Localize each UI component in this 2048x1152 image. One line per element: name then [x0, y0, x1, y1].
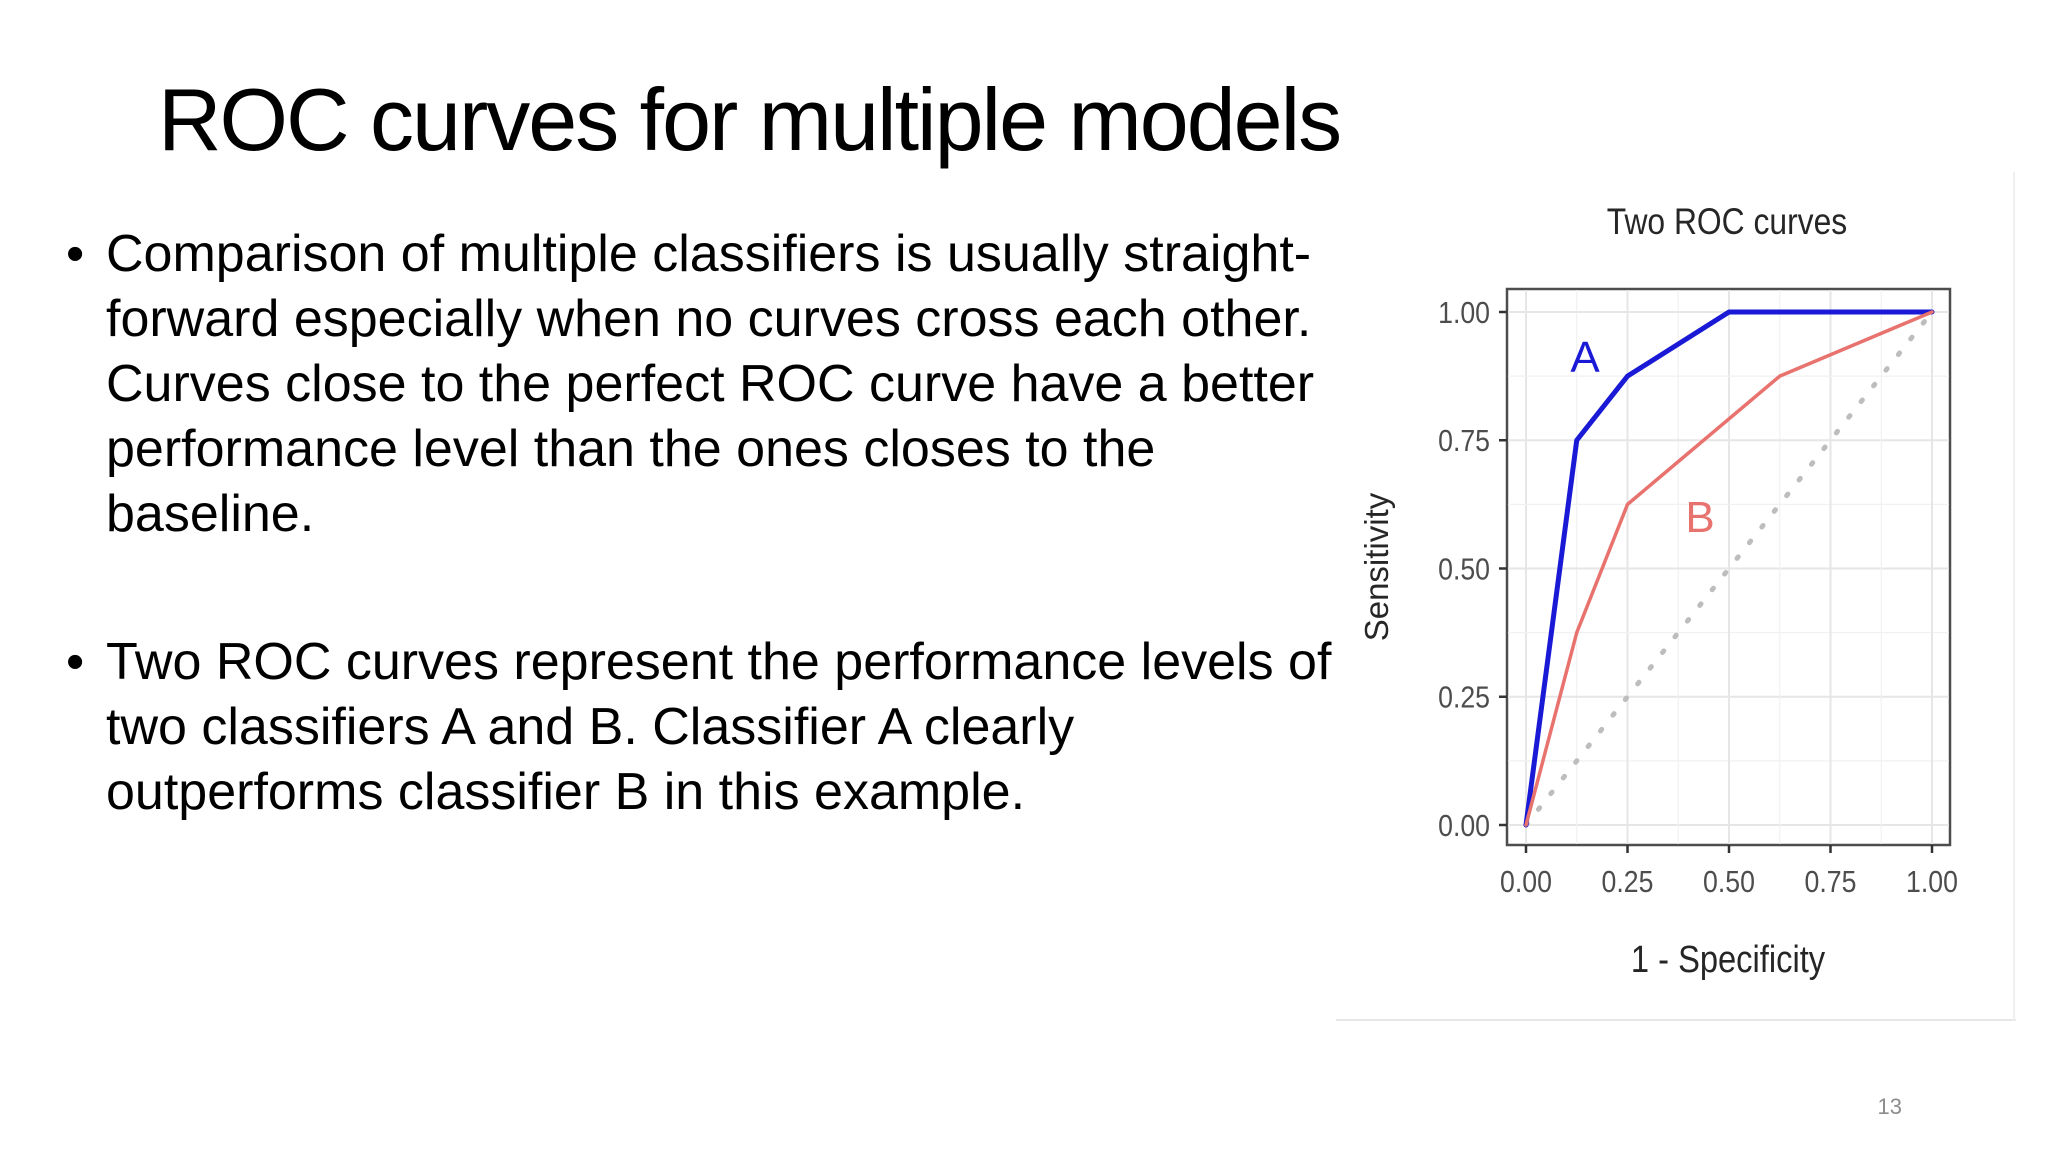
y-tick-label: 0.50: [1438, 553, 1490, 587]
series-label-a: A: [1570, 333, 1600, 382]
figure-border-bottom: [1336, 1019, 2016, 1021]
chart-title: Two ROC curves: [1607, 202, 1847, 243]
y-tick-label: 0.75: [1438, 424, 1490, 458]
series-line-b: [1524, 310, 1934, 827]
axis-ticks: 0.00 0.25 0.50 0.75 1.00 0.00 0.25 0.50 0.75 1.00: [1438, 296, 1958, 899]
bullet-item-comparison: Comparison of multiple classifiers is us…: [64, 222, 1334, 547]
roc-chart-figure: Two ROC curves 0.00 0.25 0.50 0.75 1.00 0.00 0…: [1336, 172, 2016, 1020]
slide-title: ROC curves for multiple models: [158, 70, 1342, 169]
x-tick-label: 0.25: [1602, 865, 1654, 899]
bullet-list: Comparison of multiple classifiers is us…: [64, 222, 1334, 825]
x-tick-label: 1.00: [1906, 865, 1958, 899]
x-tick-label: 0.75: [1805, 865, 1857, 899]
series-label-b: B: [1685, 493, 1714, 542]
x-axis-label: 1 - Specificity: [1631, 938, 1825, 981]
series-line-a: [1523, 309, 1935, 828]
y-tick-label: 0.00: [1438, 809, 1490, 843]
series: [1523, 309, 1935, 828]
y-tick-label: 0.25: [1438, 681, 1490, 715]
y-axis-label: Sensitivity: [1358, 492, 1395, 641]
x-tick-label: 0.50: [1703, 865, 1755, 899]
y-tick-label: 1.00: [1438, 296, 1490, 330]
series-labels: A B: [1570, 333, 1714, 542]
x-tick-label: 0.00: [1500, 865, 1552, 899]
figure-border-right: [2013, 172, 2015, 1020]
page-number: 13: [1877, 1094, 1902, 1119]
roc-chart: Two ROC curves 0.000.250.500.751.000.00 0…: [1358, 202, 1958, 981]
bullet-item-two-classifiers: Two ROC curves represent the performance…: [64, 630, 1334, 825]
